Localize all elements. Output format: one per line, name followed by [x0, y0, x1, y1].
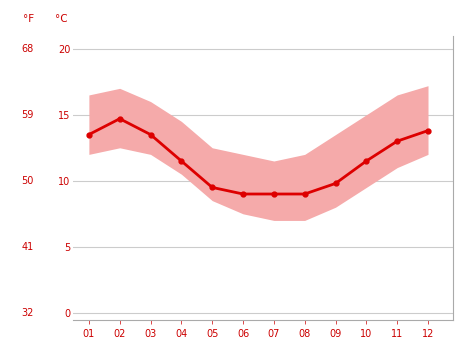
Text: 32: 32 [21, 308, 34, 318]
Text: 59: 59 [21, 110, 34, 120]
Text: 50: 50 [21, 176, 34, 186]
Text: °F: °F [23, 14, 34, 24]
Text: 41: 41 [21, 242, 34, 252]
Text: 68: 68 [21, 44, 34, 54]
Text: °C: °C [55, 14, 68, 24]
